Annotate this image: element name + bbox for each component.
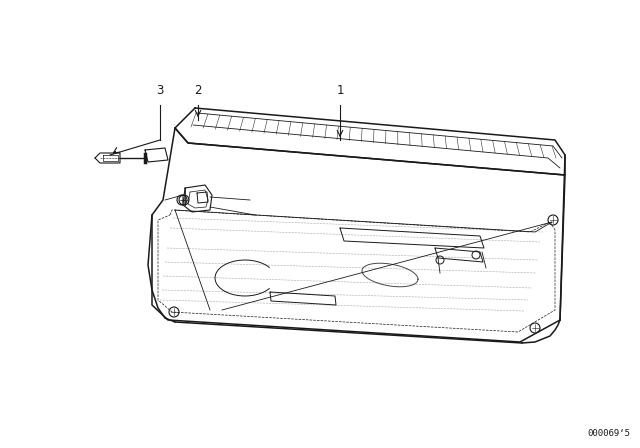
Text: 2: 2 [195,84,202,97]
Text: 3: 3 [156,84,164,97]
Text: 000069‘5: 000069‘5 [587,429,630,438]
Text: 1: 1 [336,84,344,97]
